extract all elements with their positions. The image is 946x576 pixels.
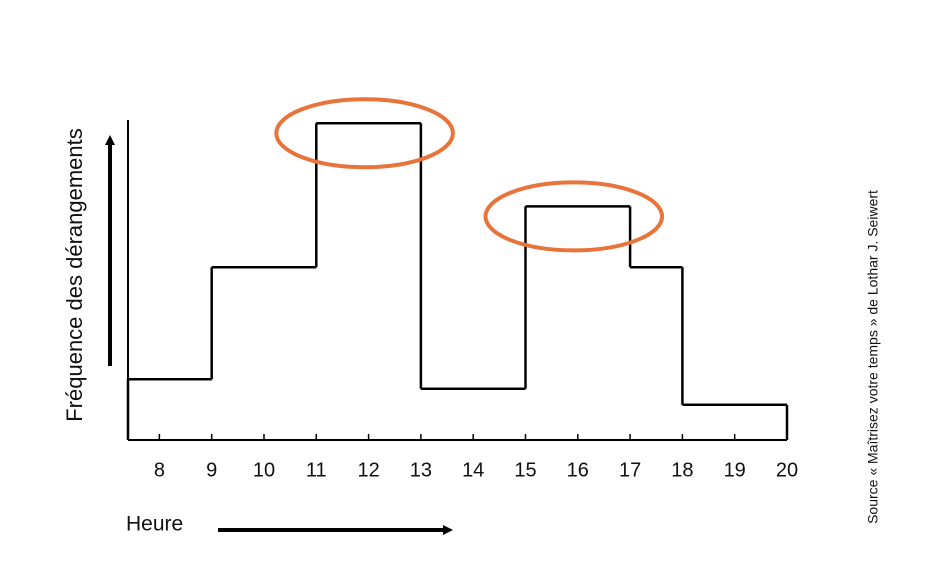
x-tick-label: 8 [154, 459, 165, 481]
highlight-ellipse [274, 97, 455, 170]
highlight-ellipse [483, 180, 665, 253]
x-tick-label: 9 [206, 459, 217, 481]
x-axis-label: Heure [126, 513, 183, 536]
x-tick-label: 12 [357, 459, 379, 481]
x-tick-label: 19 [724, 459, 746, 481]
x-tick-label: 13 [410, 459, 432, 481]
y-axis-label: Fréquence des dérangements [62, 128, 87, 422]
x-tick-label: 14 [462, 459, 484, 481]
x-tick-label: 18 [671, 459, 693, 481]
x-tick-label: 20 [776, 459, 798, 481]
source-note: Source « Maîtrisez votre temps » de Loth… [865, 190, 881, 524]
x-tick-label: 17 [619, 459, 641, 481]
x-tick-label: 16 [567, 459, 589, 481]
x-tick-label: 15 [514, 459, 536, 481]
x-tick-label: 11 [306, 459, 327, 481]
x-tick-label: 10 [253, 459, 275, 481]
